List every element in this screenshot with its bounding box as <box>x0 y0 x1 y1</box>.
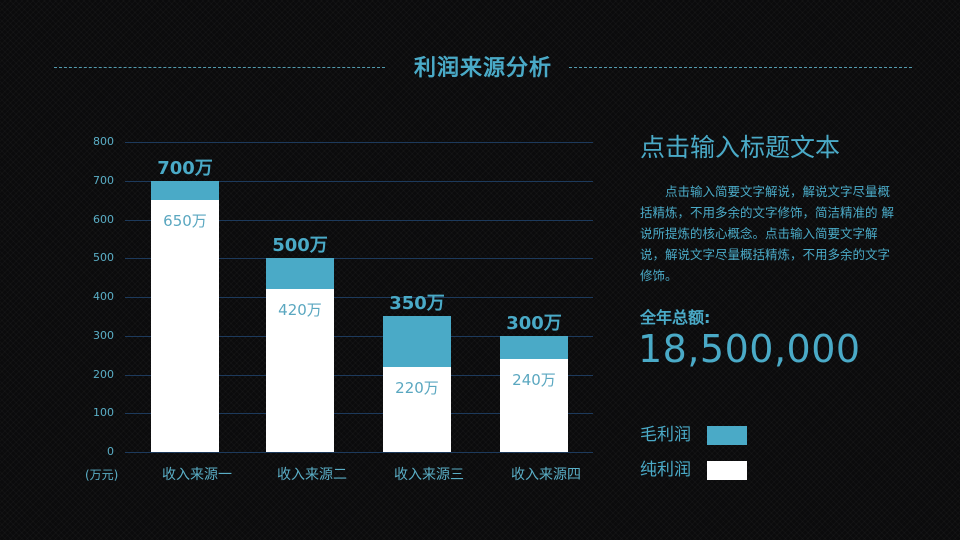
bar-segment-net-profit: 220万 <box>383 366 451 452</box>
title-row: 利润来源分析 <box>54 52 912 86</box>
y-tick-label: 300 <box>93 328 114 342</box>
x-category-label: 收入来源三 <box>394 467 464 483</box>
gridline <box>125 374 593 376</box>
x-category-label: 收入来源一 <box>162 467 232 483</box>
side-title[interactable]: 点击输入标题文本 <box>640 133 841 162</box>
y-tick-label: 200 <box>93 367 114 381</box>
x-category-label: 收入来源二 <box>277 467 347 483</box>
legend-label: 纯利润 <box>640 460 691 480</box>
gross-profit-label: 300万 <box>506 312 562 334</box>
bar-segment-net-profit: 240万 <box>500 359 568 452</box>
y-axis-unit: (万元) <box>85 468 119 482</box>
legend-item-gross-profit: 毛利润 <box>640 424 747 446</box>
y-tick-label: 500 <box>93 251 114 265</box>
y-tick-label: 600 <box>93 212 114 226</box>
gridline <box>125 413 593 415</box>
bar-chart: (万元) 0 100 200 300 400 500 600 700 800 650万 700万收入… <box>85 135 593 483</box>
net-profit-label: 240万 <box>512 371 556 389</box>
net-profit-label: 650万 <box>163 212 207 231</box>
bar-segment-net-profit: 420万 <box>266 289 334 452</box>
title-divider-right <box>569 67 912 68</box>
gross-profit-label: 700万 <box>157 157 213 179</box>
bar-1[interactable]: 650万 700万 <box>151 158 219 452</box>
gridline <box>125 297 593 298</box>
total-caption: 全年总额: <box>640 308 711 327</box>
net-profit-label: 420万 <box>278 301 322 320</box>
total-value: 18,500,000 <box>638 327 861 371</box>
y-tick-label: 700 <box>93 173 114 187</box>
gridline <box>125 180 593 182</box>
y-tick-label: 800 <box>93 135 114 148</box>
legend-label: 毛利润 <box>640 425 691 445</box>
gross-profit-label: 500万 <box>272 235 328 257</box>
x-category-label: 收入来源四 <box>511 467 581 483</box>
page-title: 利润来源分析 <box>413 56 552 81</box>
gridline <box>125 142 593 143</box>
side-description[interactable]: 点击输入简要文字解说，解说文字尽量概括精炼，不用多余的文字修饰，简洁精准的 解说… <box>640 184 894 283</box>
bar-segment-net-profit: 650万 <box>151 200 219 452</box>
y-tick-label: 400 <box>93 290 114 303</box>
title-divider-left <box>54 67 385 68</box>
y-tick-label: 0 <box>107 445 114 458</box>
legend-swatch-gross <box>707 426 747 445</box>
gross-profit-label: 350万 <box>389 293 445 315</box>
y-tick-label: 100 <box>93 406 114 420</box>
gridline <box>125 452 593 453</box>
gridline <box>125 219 593 221</box>
gridline <box>125 335 593 337</box>
net-profit-label: 220万 <box>395 378 439 397</box>
bar-3[interactable]: 220万 350万 <box>383 293 451 452</box>
bar-4[interactable]: 240万 300万 <box>500 313 568 452</box>
gridline <box>125 258 593 260</box>
legend-swatch-net <box>707 461 747 480</box>
bar-2[interactable]: 420万 500万 <box>266 235 334 452</box>
legend-item-net-profit: 纯利润 <box>640 459 747 481</box>
